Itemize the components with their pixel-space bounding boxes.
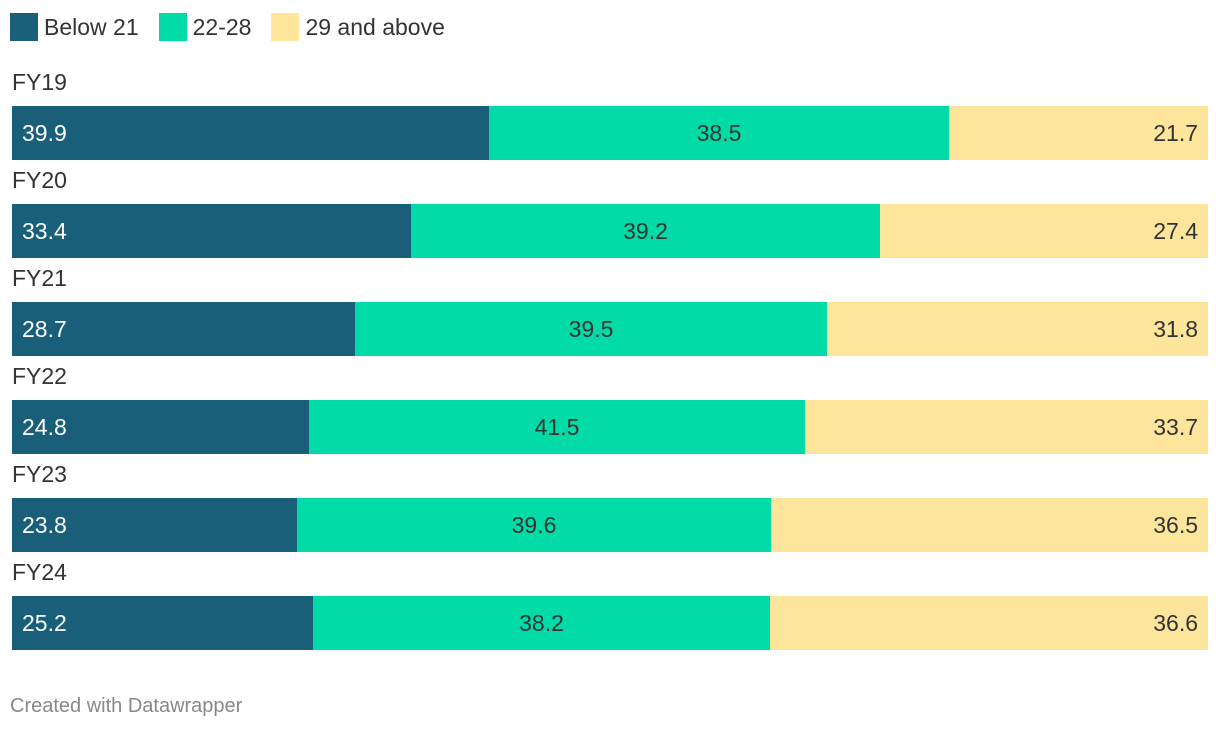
data-label: 21.7 bbox=[1153, 120, 1198, 146]
bar-segment: 39.5 bbox=[355, 302, 827, 356]
bar-row: FY20 33.4 39.2 27.4 bbox=[12, 166, 1208, 264]
data-label: 31.8 bbox=[1153, 316, 1198, 342]
bar-segment: 39.2 bbox=[411, 204, 880, 258]
bar-segment: 33.7 bbox=[805, 400, 1208, 454]
data-label: 36.5 bbox=[1153, 512, 1198, 538]
data-label: 28.7 bbox=[22, 316, 67, 342]
data-label: 39.6 bbox=[511, 512, 557, 538]
bar-segment: 21.7 bbox=[949, 106, 1208, 160]
bar-segment: 36.6 bbox=[770, 596, 1208, 650]
legend-item: 29 and above bbox=[271, 13, 445, 41]
bar-segment: 41.5 bbox=[309, 400, 805, 454]
legend-item: Below 21 bbox=[10, 13, 139, 41]
bar-row: FY23 23.8 39.6 36.5 bbox=[12, 460, 1208, 558]
data-label: 38.2 bbox=[519, 610, 564, 636]
bar-segment: 38.2 bbox=[313, 596, 770, 650]
stacked-bar: 33.4 39.2 27.4 bbox=[12, 204, 1208, 258]
bar-rows: FY19 39.9 38.5 21.7 FY20 33.4 39.2 27.4 FY21 28.7… bbox=[12, 68, 1208, 656]
bar-segment: 23.8 bbox=[12, 498, 297, 552]
data-label: 41.5 bbox=[534, 414, 580, 440]
data-label: 33.7 bbox=[1153, 414, 1198, 440]
data-label: 33.4 bbox=[22, 218, 67, 244]
bar-row: FY24 25.2 38.2 36.6 bbox=[12, 558, 1208, 656]
data-label: 39.9 bbox=[22, 120, 67, 146]
chart-legend: Below 21 22-28 29 and above bbox=[10, 12, 465, 42]
credit-text: Created with Datawrapper bbox=[10, 695, 243, 717]
data-label: 23.8 bbox=[22, 512, 67, 538]
data-label: 25.2 bbox=[22, 610, 67, 636]
legend-label: 22-28 bbox=[192, 14, 252, 40]
legend-label: Below 21 bbox=[44, 14, 139, 40]
category-label: FY24 bbox=[12, 559, 67, 585]
stacked-bar: 39.9 38.5 21.7 bbox=[12, 106, 1208, 160]
category-label: FY21 bbox=[12, 265, 67, 291]
legend-swatch bbox=[158, 13, 187, 41]
stacked-bar: 25.2 38.2 36.6 bbox=[12, 596, 1208, 650]
category-label: FY22 bbox=[12, 363, 67, 389]
category-label: FY23 bbox=[12, 461, 67, 487]
bar-segment: 31.8 bbox=[827, 302, 1208, 356]
legend-label: 29 and above bbox=[305, 14, 445, 40]
bar-segment: 39.9 bbox=[12, 106, 489, 160]
data-label: 39.2 bbox=[623, 218, 668, 244]
data-label: 24.8 bbox=[22, 414, 67, 440]
bar-segment: 28.7 bbox=[12, 302, 355, 356]
legend-swatch bbox=[271, 13, 300, 41]
data-label: 27.4 bbox=[1153, 218, 1198, 244]
bar-row: FY21 28.7 39.5 31.8 bbox=[12, 264, 1208, 362]
stacked-bar: 28.7 39.5 31.8 bbox=[12, 302, 1208, 356]
data-label: 39.5 bbox=[568, 316, 614, 342]
data-label: 38.5 bbox=[696, 120, 742, 146]
legend-item: 22-28 bbox=[158, 13, 252, 41]
bar-segment: 38.5 bbox=[489, 106, 949, 160]
bar-row: FY22 24.8 41.5 33.7 bbox=[12, 362, 1208, 460]
stacked-bar: 24.8 41.5 33.7 bbox=[12, 400, 1208, 454]
legend-swatch bbox=[10, 13, 38, 41]
bar-segment: 33.4 bbox=[12, 204, 411, 258]
bar-segment: 39.6 bbox=[297, 498, 771, 552]
data-label: 36.6 bbox=[1153, 610, 1198, 636]
category-label: FY19 bbox=[12, 69, 67, 95]
bar-segment: 36.5 bbox=[771, 498, 1208, 552]
bar-segment: 24.8 bbox=[12, 400, 309, 454]
bar-segment: 25.2 bbox=[12, 596, 313, 650]
bar-row: FY19 39.9 38.5 21.7 bbox=[12, 68, 1208, 166]
category-label: FY20 bbox=[12, 167, 67, 193]
bar-segment: 27.4 bbox=[880, 204, 1208, 258]
stacked-bar: 23.8 39.6 36.5 bbox=[12, 498, 1208, 552]
